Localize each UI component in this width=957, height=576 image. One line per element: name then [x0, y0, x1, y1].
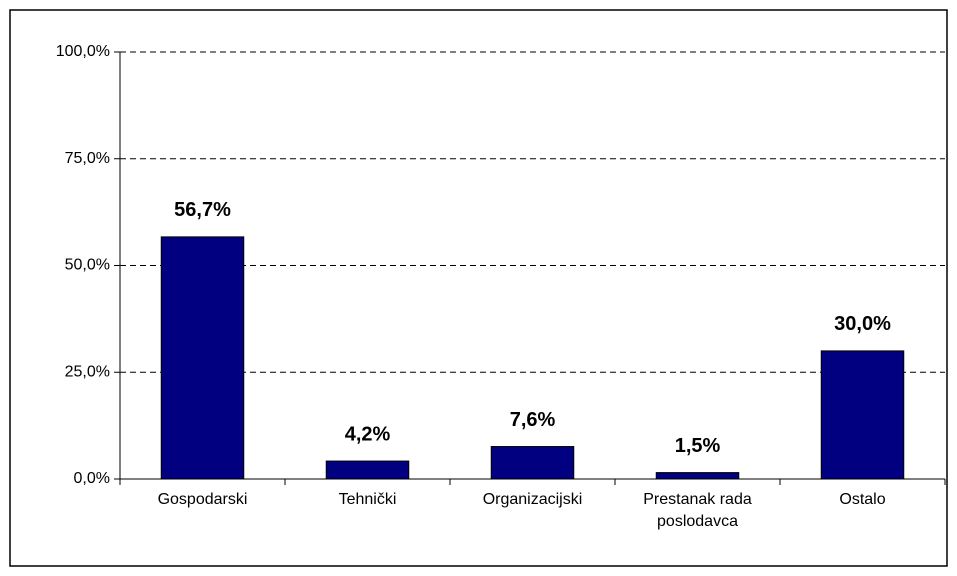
x-tick-label: Organizacijski: [482, 491, 583, 508]
y-tick-label: 75,0%: [65, 150, 110, 167]
bar: [160, 236, 245, 480]
bar: [325, 460, 410, 480]
y-tick-label: 50,0%: [65, 257, 110, 274]
value-label: 4,2%: [345, 423, 391, 445]
x-tick-label: Ostalo: [839, 491, 886, 508]
y-tick-label: 100,0%: [56, 43, 110, 60]
y-tick-label: 0,0%: [74, 470, 110, 487]
value-label: 1,5%: [675, 435, 721, 457]
bar: [820, 350, 905, 480]
x-tick-label: Gospodarski: [157, 491, 248, 508]
y-tick-label: 25,0%: [65, 363, 110, 380]
x-tick-label: Prestanak rada poslodavca: [643, 491, 752, 530]
bar: [655, 472, 740, 480]
chart-border: [9, 9, 948, 567]
value-label: 56,7%: [174, 199, 231, 221]
value-label: 30,0%: [834, 313, 891, 335]
bar: [490, 446, 575, 480]
value-label: 7,6%: [510, 409, 556, 431]
x-tick-label: Tehnički: [338, 491, 397, 508]
